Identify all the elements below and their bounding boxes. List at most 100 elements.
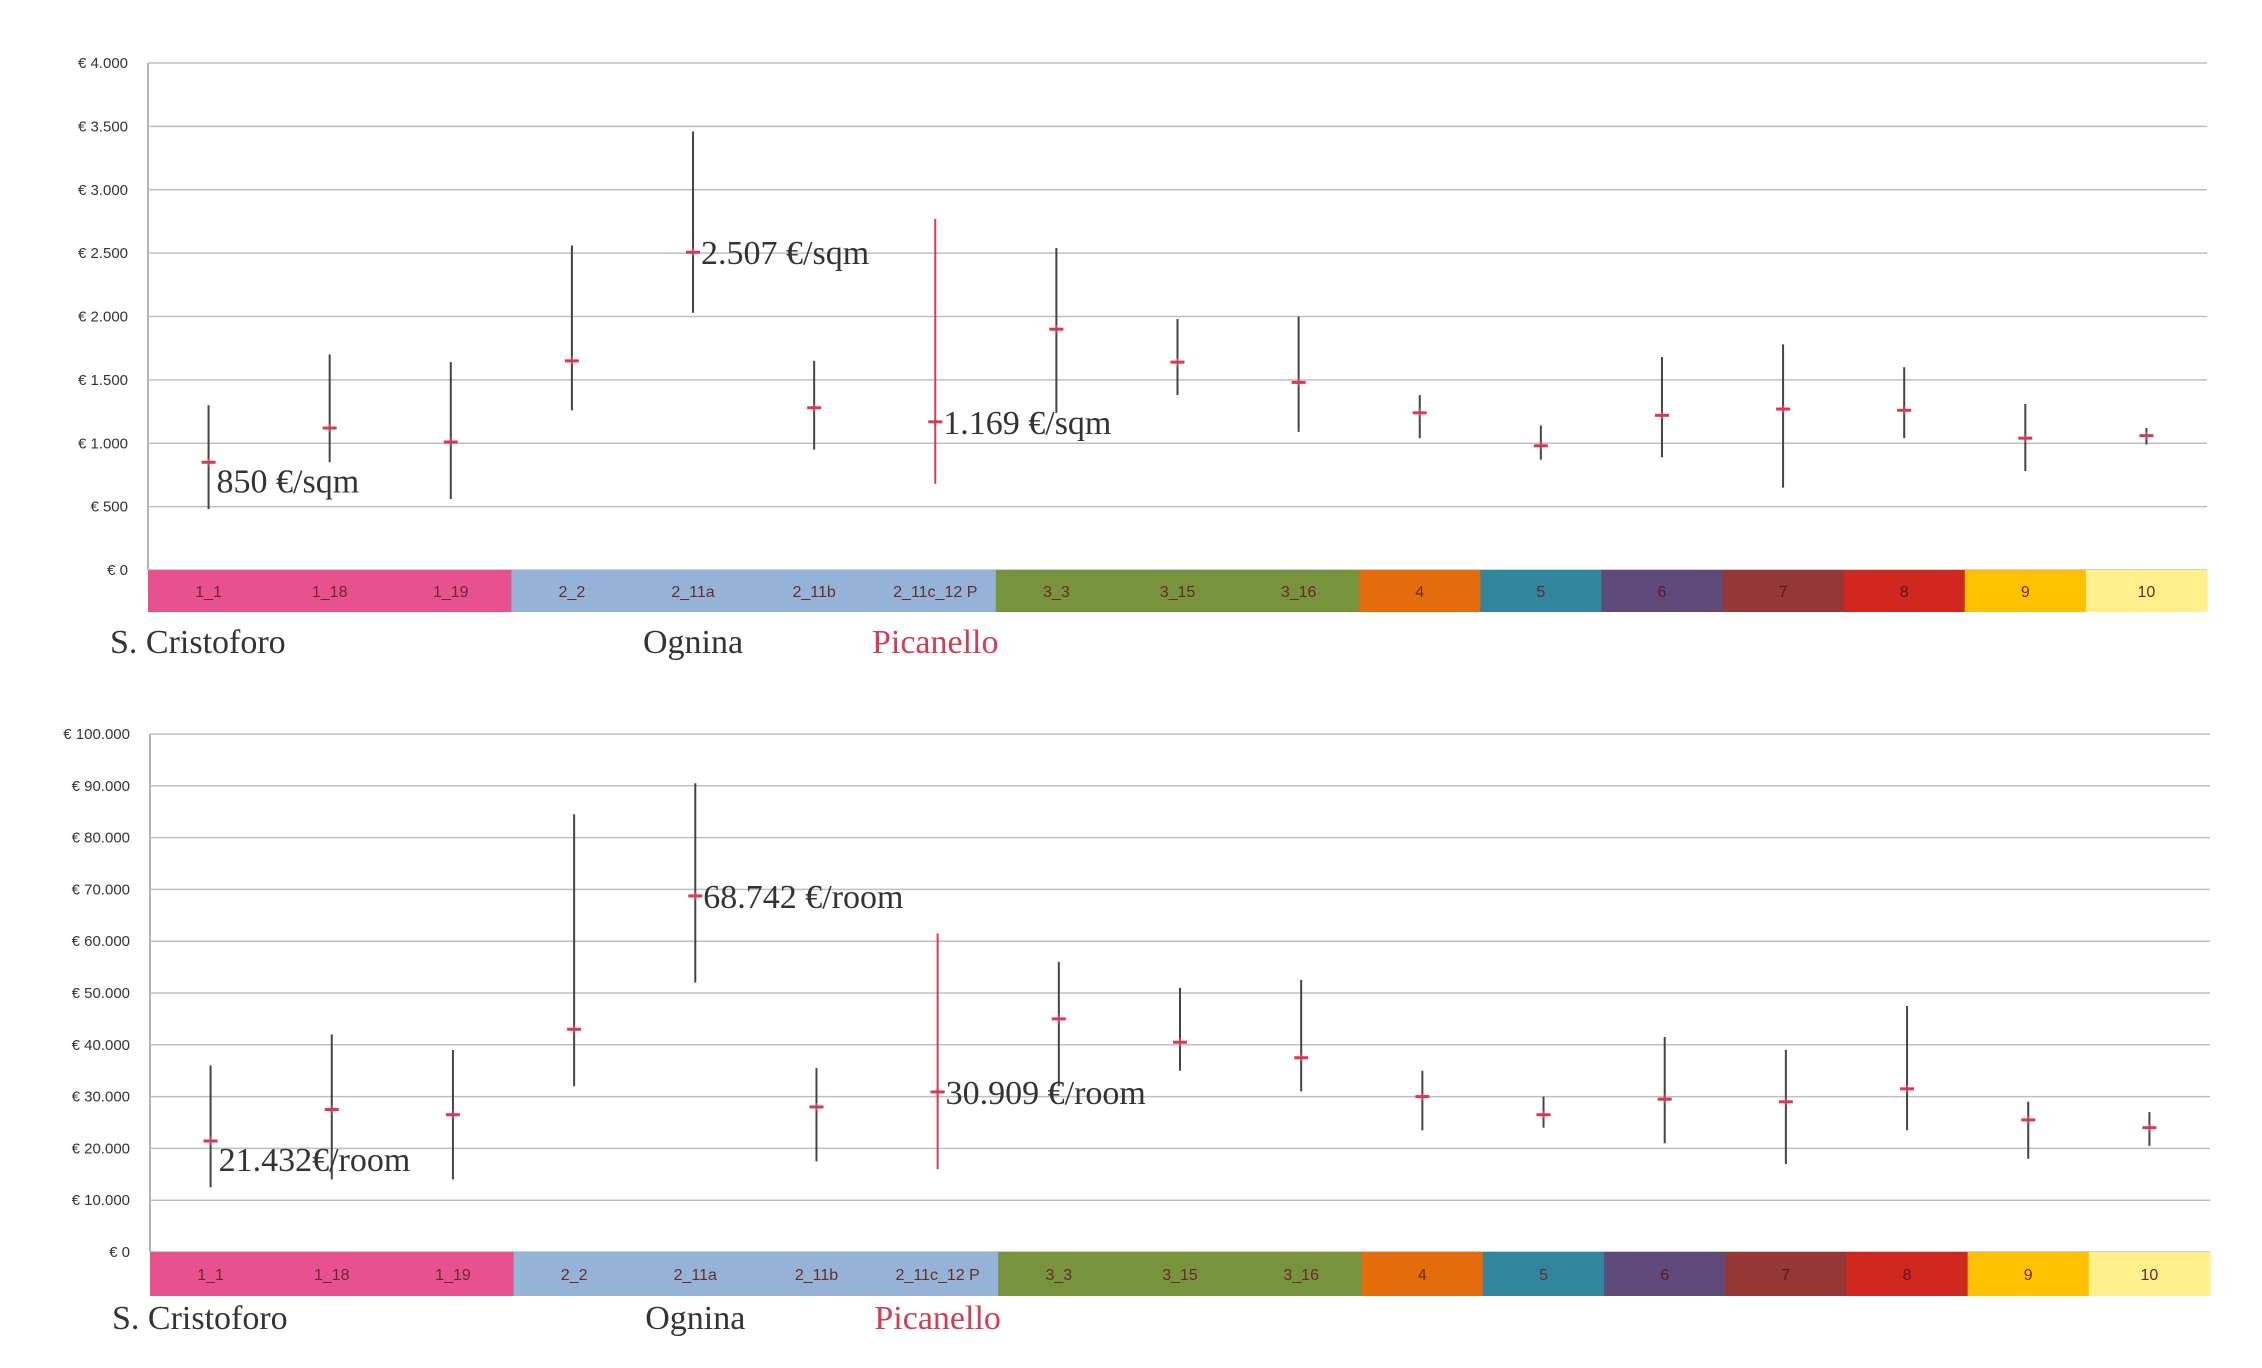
category-band (1359, 570, 1481, 612)
category-band (2085, 570, 2208, 612)
data-annotation: 21.432€/room (219, 1142, 411, 1179)
category-band (1722, 570, 1845, 612)
data-annotation: 850 €/sqm (217, 463, 360, 500)
category-band (1967, 1252, 2090, 1296)
x-tick-label: 7 (1779, 584, 1788, 601)
x-tick-label: 1_19 (433, 584, 469, 601)
y-tick-label: € 2.000 (78, 309, 128, 326)
x-tick-label: 3_15 (1162, 1267, 1198, 1284)
category-band (634, 1252, 757, 1296)
data-annotation: 1.169 €/sqm (943, 405, 1111, 442)
group-label: Ognina (643, 624, 743, 661)
y-tick-label: € 500 (90, 499, 128, 516)
x-tick-label: 4 (1415, 584, 1424, 601)
group-label: Ognina (645, 1300, 745, 1337)
x-tick-label: 5 (1536, 584, 1545, 601)
y-tick-label: € 30.000 (72, 1089, 130, 1106)
category-band (753, 570, 876, 612)
category-band (755, 1252, 878, 1296)
y-tick-label: € 4.000 (78, 55, 128, 72)
x-tick-label: 3_15 (1160, 584, 1196, 601)
y-tick-label: € 100.000 (63, 726, 130, 743)
category-band (269, 570, 391, 612)
x-tick-label: 2_11c_12 P (893, 584, 977, 601)
x-tick-label: 1_18 (312, 584, 348, 601)
y-tick-label: € 40.000 (72, 1037, 130, 1054)
category-band (1116, 570, 1239, 612)
data-annotation: 68.742 €/room (703, 879, 903, 916)
x-tick-label: 8 (1903, 1267, 1912, 1284)
data-annotation: 2.507 €/sqm (701, 235, 869, 272)
category-band (1361, 1252, 1484, 1296)
x-tick-label: 6 (1660, 1267, 1669, 1284)
category-band (632, 570, 755, 612)
category-band (1238, 570, 1360, 612)
data-annotation: 30.909 €/room (946, 1075, 1146, 1112)
category-band (392, 1252, 515, 1296)
category-band (271, 1252, 393, 1296)
x-tick-label: 2_2 (561, 1267, 588, 1284)
category-band (1725, 1252, 1848, 1296)
category-band (1240, 1252, 1363, 1296)
x-tick-label: 1_1 (197, 1267, 224, 1284)
category-band (1843, 570, 1966, 612)
x-tick-label: 9 (2021, 584, 2030, 601)
x-tick-label: 4 (1418, 1267, 1427, 1284)
x-tick-label: 5 (1539, 1267, 1548, 1284)
category-band (1119, 1252, 1242, 1296)
category-band (1604, 1252, 1726, 1296)
category-band (390, 570, 512, 612)
x-tick-label: 1_19 (435, 1267, 471, 1284)
y-tick-label: € 50.000 (72, 985, 130, 1002)
category-band (998, 1252, 1121, 1296)
x-tick-label: 3_16 (1283, 1267, 1319, 1284)
group-label: Picanello (872, 624, 999, 661)
y-tick-label: € 3.000 (78, 182, 128, 199)
y-tick-label: € 0 (107, 562, 128, 579)
y-tick-label: € 20.000 (72, 1140, 130, 1157)
category-band (513, 1252, 636, 1296)
x-tick-label: 3_3 (1043, 584, 1070, 601)
x-tick-label: 1_1 (195, 584, 222, 601)
x-tick-label: 2_11c_12 P (896, 1267, 980, 1284)
category-band (148, 570, 270, 612)
category-band (1846, 1252, 1969, 1296)
y-tick-label: € 70.000 (72, 881, 130, 898)
category-band (874, 570, 997, 612)
y-tick-label: € 10.000 (72, 1192, 130, 1209)
x-tick-label: 2_11a (671, 584, 714, 601)
category-band (150, 1252, 272, 1296)
category-band (2088, 1252, 2211, 1296)
y-tick-label: € 80.000 (72, 830, 130, 847)
category-band (1482, 1252, 1605, 1296)
x-tick-label: 9 (2024, 1267, 2033, 1284)
y-tick-label: € 90.000 (72, 778, 130, 795)
x-tick-label: 7 (1781, 1267, 1790, 1284)
category-band (1964, 570, 2087, 612)
category-band (1480, 570, 1603, 612)
y-tick-label: € 60.000 (72, 933, 130, 950)
y-tick-label: € 0 (109, 1244, 130, 1261)
category-band (511, 570, 634, 612)
x-tick-label: 10 (2138, 584, 2156, 601)
x-tick-label: 2_11a (674, 1267, 717, 1284)
x-tick-label: 10 (2141, 1267, 2159, 1284)
x-tick-label: 1_18 (314, 1267, 350, 1284)
category-band (877, 1252, 999, 1296)
group-label: S. Cristoforo (112, 1300, 288, 1337)
x-tick-label: 2_2 (559, 584, 586, 601)
x-tick-label: 3_3 (1045, 1267, 1072, 1284)
category-band (995, 570, 1118, 612)
category-band (1601, 570, 1724, 612)
y-tick-label: € 1.000 (78, 435, 128, 452)
x-tick-label: 8 (1900, 584, 1909, 601)
x-tick-label: 3_16 (1281, 584, 1317, 601)
y-tick-label: € 1.500 (78, 372, 128, 389)
x-tick-label: 2_11b (795, 1267, 838, 1284)
y-tick-label: € 3.500 (78, 118, 128, 135)
x-tick-label: 6 (1658, 584, 1667, 601)
x-tick-label: 2_11b (792, 584, 835, 601)
y-tick-label: € 2.500 (78, 245, 128, 262)
group-label: S. Cristoforo (110, 624, 286, 661)
